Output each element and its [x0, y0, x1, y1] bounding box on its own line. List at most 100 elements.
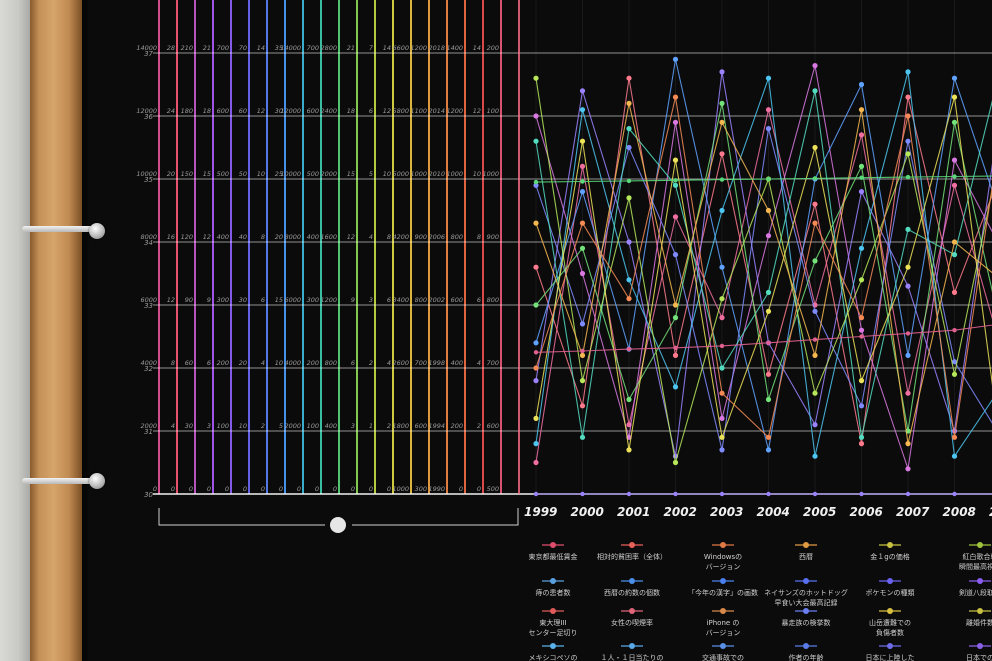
axis-tick-label: 4 [261, 359, 265, 367]
data-point [579, 378, 586, 384]
x-year-label: 2002 [664, 505, 697, 519]
legend-swatch-dot [803, 643, 809, 649]
legend-swatch-dot [887, 578, 893, 584]
data-point [812, 220, 818, 226]
axis-tick-label: 800 [487, 296, 499, 304]
data-point [812, 453, 818, 459]
legend-label: 日本での [966, 653, 992, 661]
axis-tick-label: 15 [347, 170, 355, 178]
axis-tick-label: 10 [383, 170, 391, 178]
axis-tick-label: 6 [369, 107, 373, 115]
legend-swatch-dot [887, 608, 893, 614]
data-point [905, 283, 911, 289]
data-point [765, 107, 772, 113]
data-point [626, 144, 632, 151]
legend-swatch-dot [550, 608, 556, 614]
bracket-right [352, 508, 519, 526]
axis-tick-label: 4000 [140, 359, 157, 367]
axis-tick-label: 35 [275, 44, 283, 52]
y-tick-label: 30 [144, 491, 153, 499]
data-point [579, 163, 586, 169]
axis-tick-label: 12 [167, 296, 175, 304]
x-year-label: 2000 [571, 505, 604, 519]
axis-tick-label: 1000 [446, 170, 463, 178]
data-point [533, 378, 539, 384]
data-point [579, 434, 586, 440]
axis-tick-label: 16 [167, 233, 175, 241]
data-point [951, 359, 958, 365]
data-point [672, 182, 679, 188]
axis-tick-label: 0 [477, 485, 481, 493]
data-point [580, 179, 585, 184]
legend-swatch-dot [720, 578, 726, 584]
data-point [719, 415, 725, 421]
data-point [765, 447, 772, 453]
data-point [812, 308, 818, 314]
data-point [626, 346, 632, 352]
data-point [626, 396, 632, 403]
data-point [812, 390, 818, 396]
legend-swatch-dot [629, 578, 635, 584]
data-point [812, 88, 818, 94]
axis-tick-label: 600 [487, 422, 499, 430]
axis-tick-label: 700 [307, 44, 319, 52]
axis-tick-label: 0 [369, 485, 373, 493]
data-point [719, 177, 725, 182]
legend-label: Windowsの [704, 553, 742, 561]
data-point [719, 100, 725, 106]
wooden-beam [30, 0, 82, 661]
axis-tick-label: 900 [415, 233, 427, 241]
data-point [533, 138, 539, 144]
axis-tick-label: 210 [181, 44, 193, 52]
data-point [905, 113, 911, 119]
data-point [951, 371, 958, 377]
legend-swatch-dot [977, 578, 983, 584]
data-point [812, 176, 818, 181]
axis-tick-label: 5800 [392, 107, 409, 115]
x-year-label: 2006 [850, 505, 883, 519]
data-point [859, 175, 864, 180]
x-year-label: 20 [989, 505, 992, 519]
legend-label: 相対的貧困率（全体） [597, 552, 667, 561]
data-point [858, 277, 865, 283]
data-point [533, 113, 539, 119]
axis-tick-label: 10000 [136, 170, 157, 178]
axis-tick-label: 2000 [140, 422, 157, 430]
legend-swatch-dot [977, 643, 983, 649]
data-point [858, 441, 865, 447]
data-point [719, 434, 725, 440]
data-point [672, 315, 679, 321]
axis-tick-label: 18 [347, 107, 355, 115]
data-point [719, 119, 725, 125]
data-point [905, 174, 911, 180]
axis-tick-label: 0 [225, 485, 229, 493]
legend-label: 剣道八段取得 [959, 588, 992, 597]
axis-tick-label: 20 [167, 170, 175, 178]
legend-label: ポケモンの種類 [866, 588, 915, 597]
axis-tick-label: 2 [261, 422, 265, 430]
beam-shadow [82, 0, 90, 661]
data-point [626, 239, 632, 245]
legend-label: バージョン [706, 563, 741, 571]
pin-upper [89, 223, 105, 239]
legend-swatch-dot [720, 643, 726, 649]
legend-swatch-dot [803, 608, 809, 614]
data-point [951, 94, 958, 100]
axis-tick-label: 400 [217, 233, 229, 241]
data-point [719, 151, 725, 157]
data-point [812, 352, 818, 358]
data-point [858, 403, 865, 409]
axis-tick-label: 500 [487, 485, 499, 493]
axis-tick-label: 20 [239, 359, 247, 367]
axis-tick-label: 14000 [280, 44, 301, 52]
data-point [859, 491, 864, 497]
axis-tick-label: 0 [351, 485, 355, 493]
axis-tick-label: 25 [275, 170, 283, 178]
data-point [858, 378, 865, 384]
data-point [951, 434, 958, 440]
axis-tick-label: 1990 [428, 485, 445, 493]
x-year-label: 2004 [757, 505, 790, 519]
data-point [579, 245, 586, 251]
data-point [951, 239, 958, 245]
legend-swatch-dot [550, 542, 556, 548]
